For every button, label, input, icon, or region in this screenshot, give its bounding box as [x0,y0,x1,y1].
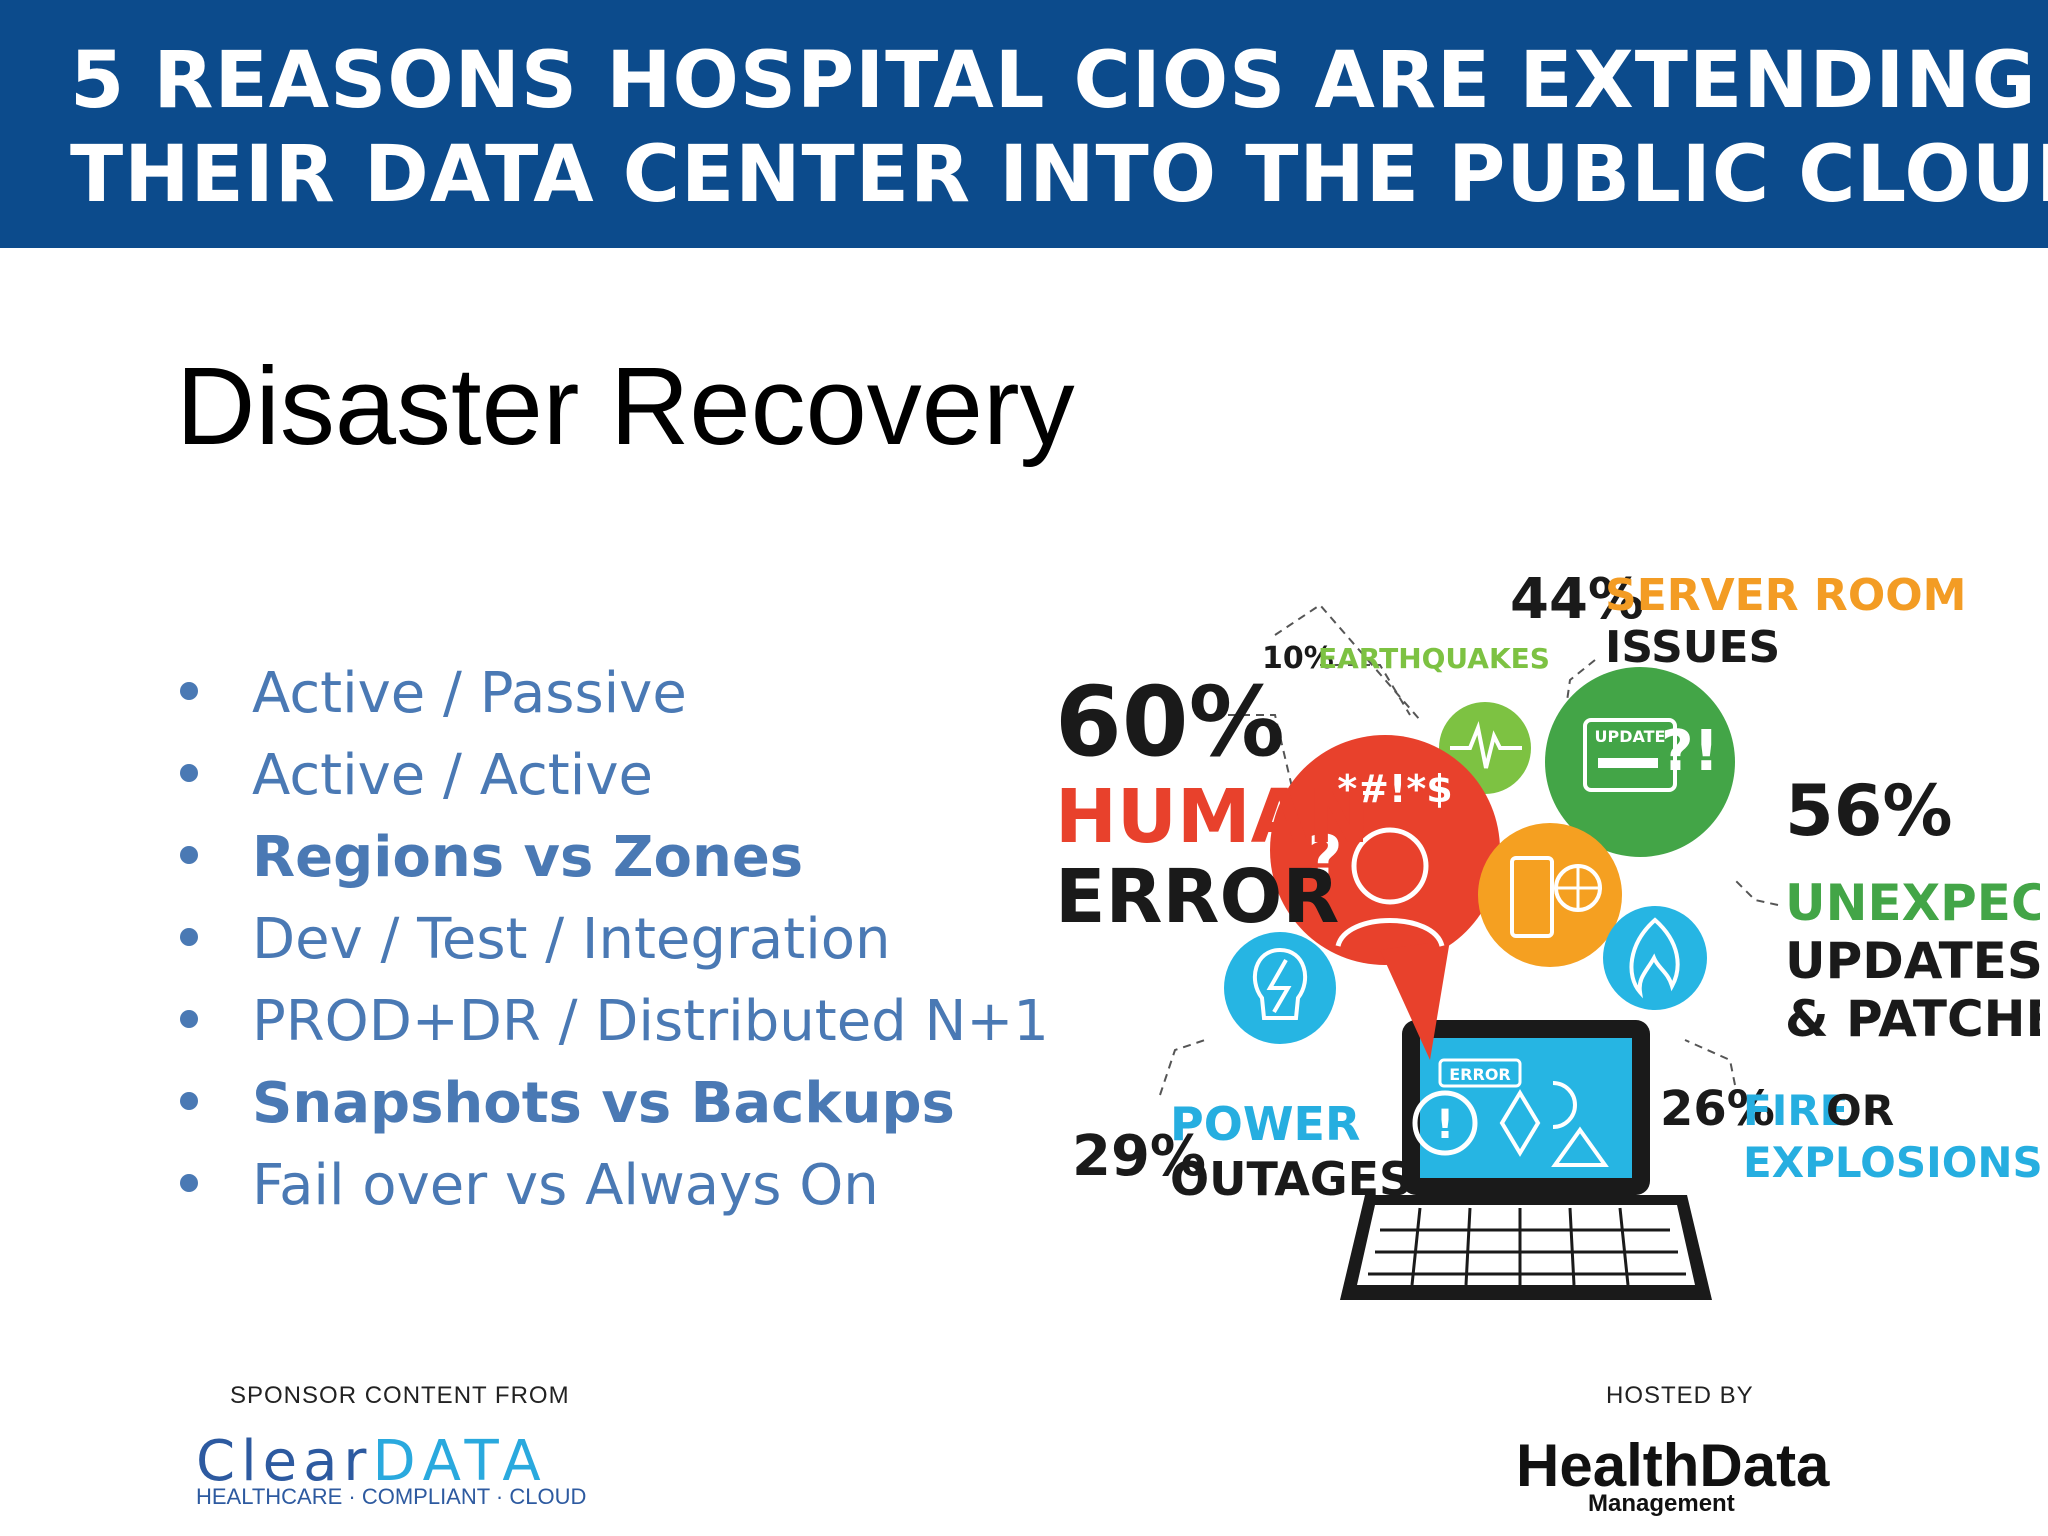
banner-title-line-1: 5 REASONS HOSPITAL CIOS ARE EXTENDING [70,36,2037,126]
updates-label-1: UNEXPECTED [1785,874,2040,932]
cleardata-logo-data: DATA [372,1429,549,1494]
hosted-by-label: HOSTED BY [1606,1382,1754,1409]
bullet-dot-icon [180,846,198,864]
bullet-text: Dev / Test / Integration [252,907,891,972]
sponsor-label: SPONSOR CONTENT FROM [230,1382,570,1409]
earthquakes-percent: 10% [1262,641,1334,676]
update-icon-label: UPDATE [1595,727,1666,746]
bullet-text: PROD+DR / Distributed N+1 [252,989,1049,1054]
updates-label-3: & PATCHES [1785,990,2040,1048]
fire-label-1: FIRE [1743,1086,1848,1135]
bullet-dot-icon [180,1010,198,1028]
healthdata-logo: HealthData [1516,1432,1830,1499]
fire-percent: 26% [1660,1081,1775,1137]
leader-line-fire [1684,1039,1736,1086]
leader-line-updates [1734,879,1779,906]
svg-text:?: ? [1308,823,1343,893]
power-label-2: OUTAGES [1170,1152,1412,1206]
title-banner: 5 REASONS HOSPITAL CIOS ARE EXTENDING TH… [0,0,2048,248]
human-error-label-1: HUMAN [1055,774,1370,860]
svg-text:!: ! [1436,1102,1454,1148]
updates-label-2: UPDATES [1785,932,2040,990]
server-room-label-2: ISSUES [1605,622,1780,673]
bullet-dot-icon [180,928,198,946]
laptop-icon: ! ERROR [1340,1020,1712,1300]
svg-text:?!: ?! [1661,719,1719,784]
leader-line-server-room [1564,659,1596,716]
bullet-dot-icon [180,682,198,700]
human-error-label-2: ERROR [1055,854,1339,940]
fire-label-or: OR [1826,1086,1894,1135]
leader-line-power [1159,1039,1206,1096]
updates-percent: 56% [1785,770,1953,852]
fire-label-2: EXPLOSIONS [1743,1138,2040,1187]
leader-line-earthquakes [1320,664,1411,716]
bullet-text: Regions vs Zones [252,825,804,890]
lightbulb-icon [1224,932,1336,1044]
bullet-text: Active / Passive [252,661,687,726]
error-icon-label: ERROR [1449,1065,1511,1084]
cleardata-logo: ClearDATA [196,1434,549,1490]
leader-line-earthquakes-2 [1274,603,1421,721]
power-label-1: POWER [1170,1097,1360,1151]
leader-line-human-error [1200,714,1296,801]
bullet-dot-icon [180,764,198,782]
leader-lines [1159,603,1779,1096]
healthdata-logo-sub: Management [1588,1490,1735,1517]
slide-title: Disaster Recovery [176,345,1075,468]
disaster-causes-infographic: ! ERROR UPDATE ?! *#!*$ ? [1055,567,2040,1300]
bullet-text: Fail over vs Always On [252,1153,879,1218]
cleardata-logo-clear: Clear [196,1429,373,1494]
swear-symbols: *#!*$ [1337,767,1452,811]
bullet-dot-icon [180,1092,198,1110]
server-room-percent: 44% [1510,567,1644,632]
human-error-percent: 60% [1055,666,1285,778]
earthquakes-label: EARTHQUAKES [1318,642,1550,675]
bullet-dot-icon [180,1174,198,1192]
frustrated-user-icon: *#!*$ ? [1270,735,1500,1060]
bullet-text: Active / Active [252,743,653,808]
fire-icon [1603,906,1707,1010]
bullet-text: Snapshots vs Backups [252,1071,955,1136]
server-fan-icon [1478,823,1622,967]
software-update-icon: UPDATE ?! [1545,667,1735,857]
banner-title-line-2: THEIR DATA CENTER INTO THE PUBLIC CLOUD [70,130,2048,220]
server-room-label-1: SERVER ROOM [1605,570,1966,621]
cleardata-tagline: HEALTHCARE · COMPLIANT · CLOUD [196,1484,587,1509]
power-percent: 29% [1072,1124,1206,1189]
